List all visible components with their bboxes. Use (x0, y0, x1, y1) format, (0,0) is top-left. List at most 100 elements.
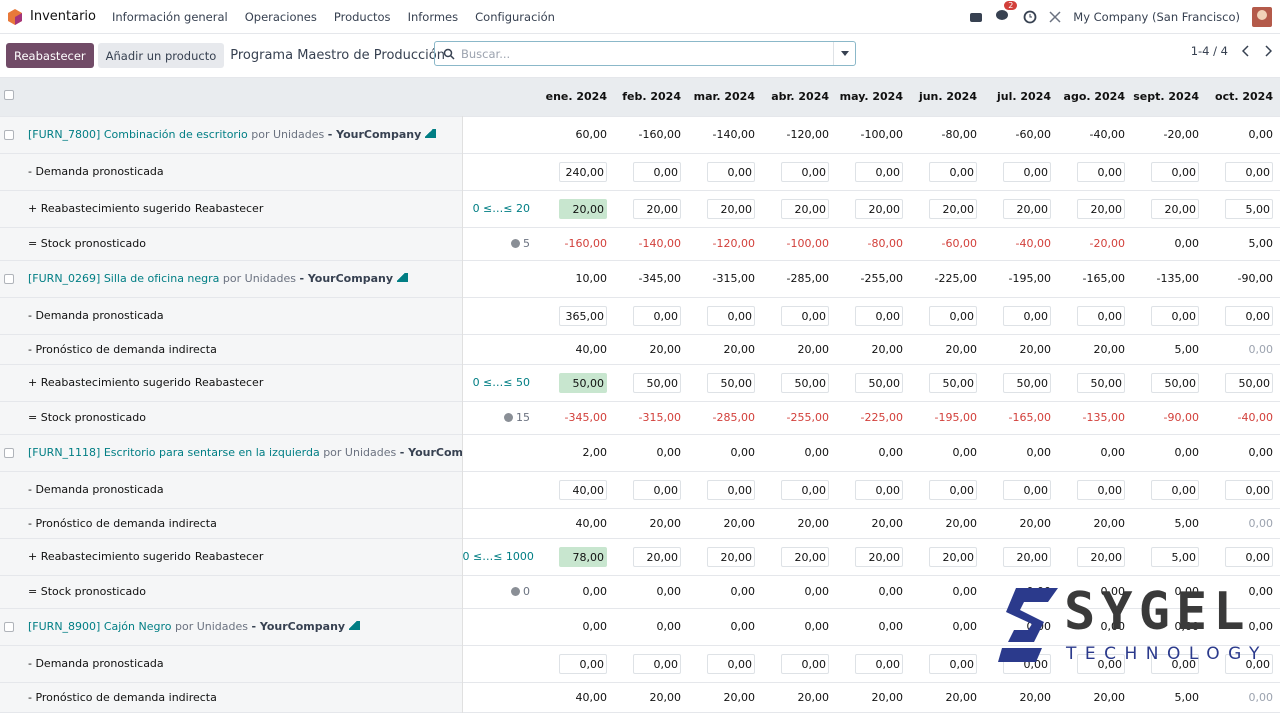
value-input[interactable]: 50,00 (1151, 372, 1199, 393)
value-input[interactable]: 50,00 (559, 372, 607, 393)
value-input[interactable]: 0,00 (855, 305, 903, 326)
value-input[interactable]: 20,00 (781, 546, 829, 567)
value-input[interactable]: 0,00 (1077, 653, 1125, 674)
chart-icon[interactable] (397, 273, 408, 282)
value-input[interactable]: 0,00 (855, 479, 903, 500)
checkbox[interactable] (4, 621, 14, 632)
value-input[interactable]: 0,00 (929, 161, 977, 182)
value-input[interactable]: 0,00 (633, 305, 681, 326)
value-input[interactable]: 0,00 (1225, 653, 1273, 674)
value-input[interactable]: 20,00 (1003, 546, 1051, 567)
value-input[interactable]: 0,00 (855, 653, 903, 674)
value-input[interactable]: 0,00 (1003, 161, 1051, 182)
value-input[interactable]: 20,00 (1077, 198, 1125, 219)
value-input[interactable]: 0,00 (929, 305, 977, 326)
value-input[interactable]: 0,00 (707, 305, 755, 326)
chart-icon[interactable] (425, 129, 437, 138)
menu-item[interactable]: Informes (407, 9, 459, 24)
replenish-button[interactable]: Reabastecer (6, 43, 94, 68)
value-input[interactable]: 50,00 (855, 372, 903, 393)
pager-value[interactable]: 1-4 / 4 (1190, 44, 1228, 58)
chat[interactable]: 2 (995, 1, 1018, 25)
value-input[interactable]: 0,00 (1225, 161, 1273, 182)
value-input[interactable]: 0,00 (1077, 161, 1125, 182)
debug-icon[interactable] (1049, 10, 1061, 23)
value-input[interactable]: 0,00 (1151, 305, 1199, 326)
value-input[interactable]: 5,00 (1151, 546, 1199, 567)
value-input[interactable]: 0,00 (1151, 479, 1199, 500)
checkbox[interactable] (4, 273, 14, 284)
value-input[interactable]: 78,00 (559, 546, 607, 567)
value-input[interactable]: 0,00 (781, 161, 829, 182)
value-input[interactable]: 50,00 (781, 372, 829, 393)
value-input[interactable]: 240,00 (559, 161, 607, 182)
value-input[interactable]: 0,00 (781, 479, 829, 500)
menu-item[interactable]: Productos (333, 9, 391, 24)
value-input[interactable]: 20,00 (1077, 546, 1125, 567)
value-input[interactable]: 0,00 (559, 653, 607, 674)
product-name[interactable]: [FURN_8900] Cajón Negro (28, 620, 172, 633)
add-product-button[interactable]: Añadir un producto (97, 43, 225, 68)
search-box[interactable]: Buscar... (434, 41, 856, 66)
value-input[interactable]: 20,00 (1003, 198, 1051, 219)
replenish-action[interactable]: Reabastecer (194, 550, 264, 563)
pager-next[interactable] (1264, 45, 1272, 57)
product-name[interactable]: [FURN_0269] Silla de oficina negra (28, 272, 220, 285)
safety-range[interactable]: 0 ≤…≤ 1000 (462, 550, 534, 563)
value-input[interactable]: 20,00 (855, 546, 903, 567)
clock-icon[interactable] (1023, 10, 1037, 24)
value-input[interactable]: 0,00 (781, 653, 829, 674)
value-input[interactable]: 5,00 (1225, 198, 1273, 219)
value-input[interactable]: 20,00 (1151, 198, 1199, 219)
value-input[interactable]: 50,00 (633, 372, 681, 393)
menu-item[interactable]: Configuración (475, 9, 555, 24)
value-input[interactable]: 50,00 (1077, 372, 1125, 393)
value-input[interactable]: 0,00 (1077, 305, 1125, 326)
value-input[interactable]: 0,00 (1003, 479, 1051, 500)
value-input[interactable]: 20,00 (707, 198, 755, 219)
value-input[interactable]: 0,00 (707, 161, 755, 182)
menu-item[interactable]: Operaciones (244, 9, 317, 24)
product-name[interactable]: [FURN_7800] Combinación de escritorio (28, 128, 248, 141)
checkbox[interactable] (4, 447, 14, 458)
value-input[interactable]: 0,00 (1225, 305, 1273, 326)
replenish-action[interactable]: Reabastecer (194, 376, 264, 389)
app-name[interactable]: Inventario (30, 9, 96, 24)
value-input[interactable]: 0,00 (633, 653, 681, 674)
value-input[interactable]: 20,00 (559, 198, 607, 219)
value-input[interactable]: 0,00 (855, 161, 903, 182)
value-input[interactable]: 50,00 (1003, 372, 1051, 393)
value-input[interactable]: 20,00 (633, 546, 681, 567)
safety-range[interactable]: 0 ≤…≤ 50 (472, 376, 530, 389)
search-toggle[interactable] (833, 42, 855, 65)
checkbox[interactable] (4, 90, 14, 101)
pager-prev[interactable] (1242, 45, 1250, 57)
menu-item[interactable]: Información general (111, 9, 228, 24)
value-input[interactable]: 0,00 (1151, 161, 1199, 182)
company[interactable]: My Company (San Francisco) (1073, 9, 1240, 24)
safety-range[interactable]: 0 ≤…≤ 20 (472, 202, 530, 215)
value-input[interactable]: 0,00 (1225, 546, 1273, 567)
value-input[interactable]: 0,00 (1225, 479, 1273, 500)
value-input[interactable]: 0,00 (633, 479, 681, 500)
value-input[interactable]: 20,00 (929, 198, 977, 219)
value-input[interactable]: 0,00 (1151, 653, 1199, 674)
value-input[interactable]: 20,00 (929, 546, 977, 567)
value-input[interactable]: 0,00 (929, 653, 977, 674)
value-input[interactable]: 50,00 (1225, 372, 1273, 393)
phone-icon[interactable] (969, 10, 983, 24)
value-input[interactable]: 50,00 (929, 372, 977, 393)
value-input[interactable]: 20,00 (707, 546, 755, 567)
value-input[interactable]: 0,00 (929, 479, 977, 500)
value-input[interactable]: 20,00 (781, 198, 829, 219)
value-input[interactable]: 20,00 (855, 198, 903, 219)
value-input[interactable]: 0,00 (707, 653, 755, 674)
value-input[interactable]: 0,00 (1003, 305, 1051, 326)
value-input[interactable]: 0,00 (707, 479, 755, 500)
chart-icon[interactable] (349, 621, 361, 630)
checkbox[interactable] (4, 129, 14, 140)
value-input[interactable]: 0,00 (1077, 479, 1125, 500)
replenish-action[interactable]: Reabastecer (194, 202, 264, 215)
value-input[interactable]: 365,00 (559, 305, 607, 326)
value-input[interactable]: 0,00 (781, 305, 829, 326)
